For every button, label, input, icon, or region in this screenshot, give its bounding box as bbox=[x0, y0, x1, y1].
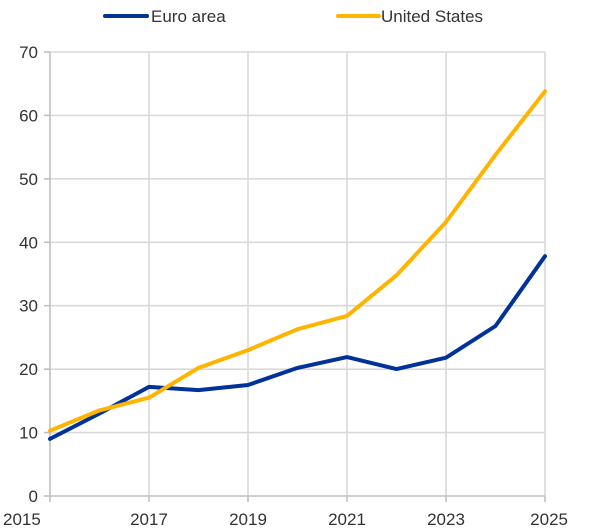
x-axis-tick-labels: 2015 2017 2019 2021 2023 2025 bbox=[3, 510, 568, 529]
y-tick-label: 0 bbox=[29, 487, 38, 506]
y-tick-label: 10 bbox=[19, 424, 38, 443]
y-tick-label: 40 bbox=[19, 233, 38, 252]
y-axis-tick-labels: 0 10 20 30 40 50 60 70 bbox=[19, 43, 38, 506]
x-tick-label: 2023 bbox=[427, 510, 465, 529]
series-line-euro-area bbox=[48, 254, 547, 441]
legend: Euro area United States bbox=[103, 7, 483, 26]
series-lines bbox=[48, 89, 547, 441]
axes bbox=[44, 51, 546, 502]
series-line-united-states bbox=[48, 89, 547, 433]
y-tick-label: 30 bbox=[19, 297, 38, 316]
y-tick-label: 20 bbox=[19, 360, 38, 379]
gridlines bbox=[50, 51, 546, 496]
y-tick-label: 70 bbox=[19, 43, 38, 62]
x-tick-label: 2021 bbox=[328, 510, 366, 529]
x-tick-label: 2025 bbox=[530, 510, 568, 529]
x-tick-label: 2015 bbox=[3, 510, 41, 529]
x-tick-label: 2017 bbox=[130, 510, 168, 529]
x-tick-label: 2019 bbox=[229, 510, 267, 529]
legend-label-euro-area: Euro area bbox=[151, 7, 226, 26]
legend-label-united-states: United States bbox=[381, 7, 483, 26]
y-tick-label: 60 bbox=[19, 106, 38, 125]
y-tick-label: 50 bbox=[19, 170, 38, 189]
